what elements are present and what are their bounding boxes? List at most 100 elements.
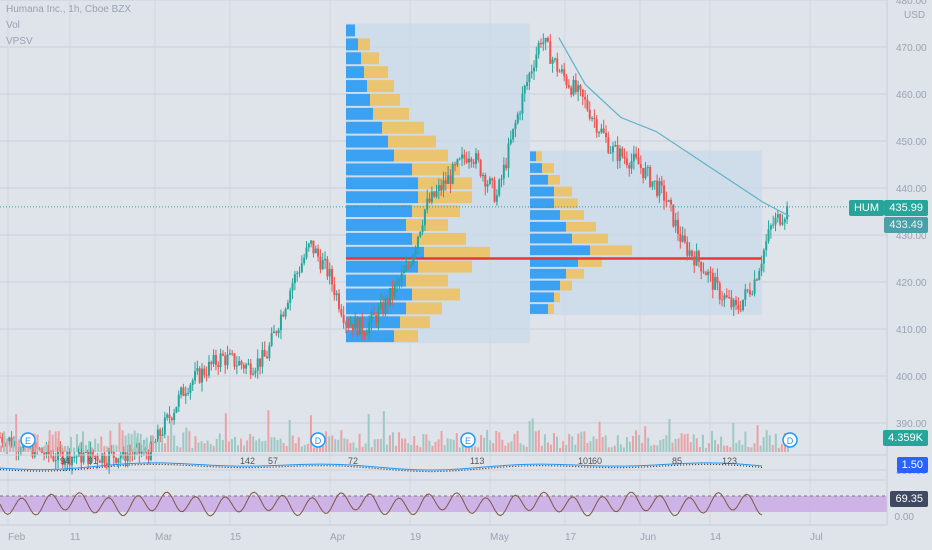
volume-bar [586,442,589,452]
candle-body [38,448,41,450]
volume-profile-sell-row [554,292,560,303]
candle-body [686,241,689,256]
volume-bar [410,444,413,452]
time-axis[interactable]: Feb 11 Mar 15 Apr 19 May 17 Jun 14 Jul [0,524,887,543]
candle-body [115,457,118,463]
candle-body [579,85,582,90]
time-axis-label: 11 [70,532,81,543]
candle-body [512,128,515,140]
candle-body [700,261,703,272]
volume-bar [66,446,69,452]
volume-bar [762,437,765,452]
volume-bar [115,445,118,452]
volume-bar [3,431,6,452]
volume-bar [309,415,312,452]
symbol-title[interactable]: Humana Inc., 1h, Cboe BZX [6,4,132,15]
volume-bar [559,447,562,452]
volume-bar [398,432,401,452]
candle-body [91,449,94,457]
candle-body [96,456,99,461]
candle-body [10,437,13,447]
volume-bar [498,432,501,452]
volume-profile-sell-row [406,219,448,231]
time-axis-label: May [490,532,509,543]
event-marker-label: D [315,436,322,446]
candle-body [470,158,473,162]
price-axis-label: 480.00 [896,0,927,7]
candle-body [289,290,292,303]
candle-body [296,273,299,275]
volume-profile-sell-row [361,52,379,65]
volume-bar [774,433,777,452]
candle-body [714,277,717,290]
indicator1-value: 94 [60,456,70,466]
indicator1-tag: 1.50 [896,457,928,473]
volume-bar [431,445,434,452]
volume-bar [194,436,197,452]
volume-bar [495,430,498,452]
candle-body [187,392,190,394]
candle-body [272,331,275,334]
volume-bar [653,444,656,452]
candle-body [119,455,122,459]
candle-body [277,330,280,334]
candle-body [52,456,55,461]
candle-body [618,148,621,161]
volume-bar [668,418,671,452]
candle-body [324,258,327,261]
volume-bar [735,442,738,452]
vpsv-legend[interactable]: VPSV [6,36,33,47]
volume-bar [306,443,309,452]
indicator1-value: 72 [348,456,358,466]
volume-bar [510,441,513,452]
indicator1-value: 60 [592,456,602,466]
candle-body [493,180,496,202]
candle-body [728,297,731,299]
volume-bar [592,436,595,452]
volume-bar [635,430,638,452]
volume-bar [531,418,534,452]
candle-body [663,185,666,201]
volume-bar [528,421,531,452]
volume-bar [486,430,489,452]
candle-body [421,225,424,232]
volume-bar [692,434,695,452]
candle-body [333,284,336,296]
volume-bar [701,434,704,452]
candle-body [611,146,614,153]
volume-bar [328,436,331,452]
volume-bar [659,439,662,452]
volume-profile-sell-row [370,93,400,106]
candle-body [70,457,73,466]
candle-body [356,317,359,335]
candle-body [767,229,770,242]
candle-body [521,93,524,114]
candle-body [303,257,306,264]
volume-bar [556,436,559,452]
volume-bar [12,439,15,452]
volume-bar [407,443,410,452]
volume-profile-buy-row [346,260,418,273]
volume-bar [607,447,610,452]
volume-bar [543,434,546,452]
candle-body [398,280,401,282]
volume-bar [249,433,252,452]
candle-body [751,293,754,295]
volume-bar [273,437,276,452]
volume-bar [434,441,437,452]
candle-body [674,219,677,227]
candle-body [217,364,220,368]
candle-body [484,174,487,187]
candle-body [625,158,628,166]
candle-body [224,355,227,366]
candle-body [472,161,475,164]
volume-bar [352,442,355,452]
volume-bar [85,445,88,452]
candle-body [228,353,231,355]
candle-body [328,268,331,277]
volume-bar [167,435,170,452]
volume-profile-sell-row [358,38,370,51]
vol-legend[interactable]: Vol [6,20,20,31]
